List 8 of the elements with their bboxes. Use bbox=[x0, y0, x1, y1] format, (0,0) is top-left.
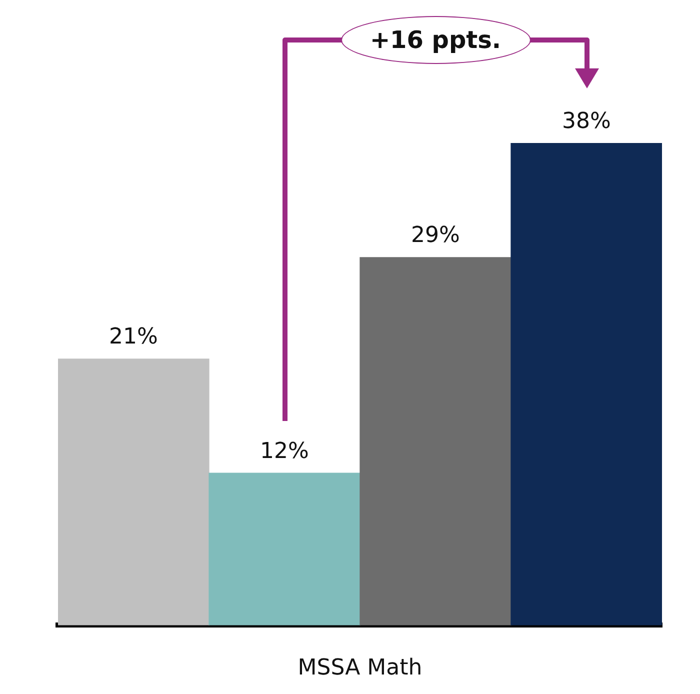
data-label: 12% bbox=[260, 438, 309, 464]
x-axis-title: MSSA Math bbox=[298, 656, 422, 681]
data-label: 29% bbox=[411, 223, 460, 248]
data-label: 21% bbox=[109, 324, 158, 350]
data-label: 38% bbox=[562, 109, 611, 134]
bar bbox=[58, 358, 210, 626]
bar bbox=[208, 472, 360, 626]
text: +16 ppts. bbox=[340, 16, 530, 64]
